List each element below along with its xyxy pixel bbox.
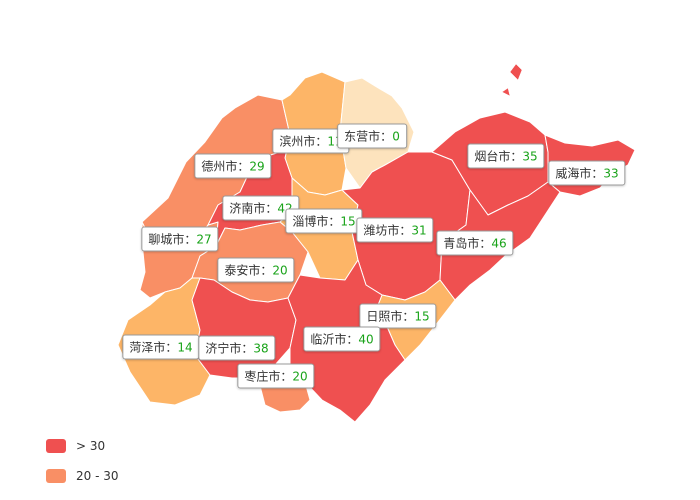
legend: > 30 20 - 30: [46, 437, 119, 497]
label-dongying: 东营市：0: [337, 123, 407, 149]
label-heze: 菏泽市：14: [122, 334, 200, 360]
label-taian: 泰安市：20: [217, 257, 295, 283]
legend-item-mid[interactable]: 20 - 30: [46, 467, 119, 485]
label-weifang: 潍坊市：31: [356, 217, 434, 243]
label-yantai: 烟台市：35: [467, 143, 545, 169]
label-rizhao: 日照市：15: [359, 303, 437, 329]
label-zibo: 淄博市：15: [285, 208, 363, 234]
label-liaocheng: 聊城市：27: [141, 226, 219, 252]
label-dezhou: 德州市：29: [194, 153, 272, 179]
label-zaozhuang: 枣庄市：20: [237, 363, 315, 389]
legend-swatch: [46, 469, 66, 483]
label-weihai: 威海市：33: [548, 160, 626, 186]
label-qingdao: 青岛市：46: [436, 230, 514, 256]
label-jining: 济宁市：38: [198, 335, 276, 361]
legend-item-high[interactable]: > 30: [46, 437, 119, 455]
island-group: [501, 63, 523, 97]
legend-label: > 30: [76, 439, 106, 453]
legend-swatch: [46, 439, 66, 453]
label-binzhou: 滨州市：11: [272, 128, 350, 154]
label-linyi: 临沂市：40: [303, 326, 381, 352]
legend-label: 20 - 30: [76, 469, 119, 483]
